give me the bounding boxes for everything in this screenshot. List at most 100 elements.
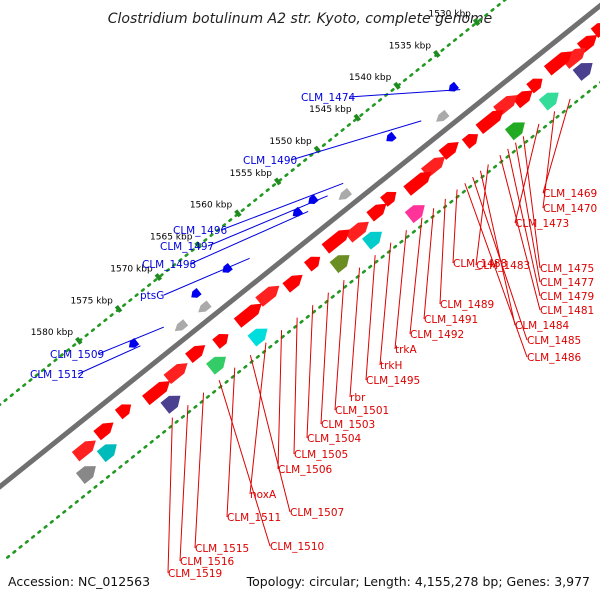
gene-block bbox=[538, 92, 559, 111]
gene-label-reverse[interactable]: CLM_1504 bbox=[307, 433, 362, 445]
gene-arrow bbox=[403, 171, 432, 196]
reverse-label-leader bbox=[409, 217, 423, 335]
gene-label-reverse[interactable]: CLM_1477 bbox=[540, 277, 594, 289]
gene-label-forward[interactable]: ptsG bbox=[140, 290, 164, 302]
gene-label-reverse[interactable]: CLM_1503 bbox=[321, 419, 375, 431]
gene-label-reverse[interactable]: CLM_1479 bbox=[540, 291, 594, 303]
tick-mark bbox=[154, 273, 163, 282]
tick-label: 1560 kbp bbox=[190, 201, 233, 211]
gene-label-reverse[interactable]: CLM_1488 bbox=[453, 258, 507, 270]
gene-label-forward[interactable]: CLM_1497 bbox=[160, 241, 214, 253]
gene-label-reverse[interactable]: CLM_1510 bbox=[270, 541, 324, 553]
gene-label-reverse[interactable]: CLM_1486 bbox=[527, 352, 582, 364]
reverse-label-leader bbox=[452, 189, 458, 264]
gene-label-reverse[interactable]: trkA bbox=[395, 344, 418, 356]
gene-label-reverse[interactable]: CLM_1481 bbox=[540, 305, 594, 317]
gene-label-forward[interactable]: CLM_1474 bbox=[301, 92, 356, 104]
reverse-label-leader bbox=[365, 255, 376, 381]
reverse-label-leader bbox=[439, 198, 446, 305]
gray-gene bbox=[174, 319, 189, 332]
reverse-label-leader bbox=[542, 98, 571, 194]
gene-label-reverse[interactable]: noxA bbox=[250, 489, 277, 501]
gene-label-reverse[interactable]: CLM_1475 bbox=[540, 263, 594, 275]
gene-label-reverse[interactable]: CLM_1519 bbox=[168, 568, 222, 580]
gene-label-reverse[interactable]: CLM_1511 bbox=[227, 512, 281, 524]
gene-arrow bbox=[561, 47, 586, 69]
gene-label-reverse[interactable]: CLM_1470 bbox=[543, 203, 597, 215]
gene-block bbox=[504, 122, 525, 141]
reverse-label-leader bbox=[293, 317, 298, 455]
gene-arrow bbox=[475, 109, 504, 135]
gene-arrow bbox=[438, 142, 459, 160]
gene-arrow bbox=[303, 256, 321, 272]
gray-gene bbox=[338, 188, 353, 200]
gene-arrow bbox=[233, 303, 262, 328]
gene-label-reverse[interactable]: CLM_1505 bbox=[294, 449, 348, 461]
gene-arrow bbox=[185, 345, 206, 363]
gene-label-reverse[interactable]: CLM_1501 bbox=[335, 405, 389, 417]
gene-label-forward[interactable]: CLM_1512 bbox=[30, 369, 84, 381]
gray-gene bbox=[436, 109, 450, 122]
gene-label-reverse[interactable]: CLM_1491 bbox=[424, 314, 478, 326]
reverse-label-leader bbox=[194, 392, 205, 549]
feature-track bbox=[71, 23, 600, 485]
forward-label-leader bbox=[348, 89, 461, 98]
gene-label-reverse[interactable]: CLM_1473 bbox=[515, 218, 569, 230]
gene-label-reverse[interactable]: CLM_1489 bbox=[440, 299, 494, 311]
reverse-label-leader bbox=[306, 305, 314, 439]
reverse-label-leader bbox=[249, 342, 267, 495]
gene-label-reverse[interactable]: rbr bbox=[350, 392, 366, 404]
gene-label-forward[interactable]: CLM_1509 bbox=[50, 349, 104, 361]
tick-label: 1535 kbp bbox=[389, 41, 432, 51]
gene-label-reverse[interactable]: CLM_1515 bbox=[195, 543, 249, 555]
gene-arrow bbox=[380, 191, 397, 207]
gene-arrow bbox=[163, 363, 188, 385]
gene-block bbox=[160, 395, 181, 414]
reverse-label-leader bbox=[514, 123, 540, 224]
genome-summary-text: Topology: circular; Length: 4,155,278 bp… bbox=[246, 574, 590, 589]
reverse-label-leader bbox=[475, 164, 489, 266]
reverse-label-leader bbox=[522, 136, 541, 269]
gene-label-reverse[interactable]: CLM_1469 bbox=[543, 188, 597, 200]
gene-label-reverse[interactable]: CLM_1485 bbox=[527, 335, 581, 347]
gene-block bbox=[75, 466, 96, 485]
reverse-label-leader bbox=[226, 367, 236, 518]
gene-label-reverse[interactable]: CLM_1516 bbox=[180, 556, 235, 568]
reverse-label-leader bbox=[507, 148, 541, 297]
gene-label-forward[interactable]: CLM_1498 bbox=[142, 259, 196, 271]
forward-gene-arrow bbox=[308, 194, 319, 204]
reverse-label-leader bbox=[167, 417, 173, 574]
gene-arrow bbox=[71, 440, 96, 462]
tick-mark bbox=[353, 113, 361, 122]
gene-label-reverse[interactable]: CLM_1495 bbox=[366, 375, 420, 387]
reverse-label-leader bbox=[499, 154, 541, 311]
gene-arrow bbox=[114, 404, 132, 420]
reverse-label-leader bbox=[218, 379, 271, 547]
gene-label-reverse[interactable]: CLM_1506 bbox=[278, 464, 333, 476]
gene-arrow bbox=[366, 203, 387, 222]
tick-mark bbox=[273, 177, 282, 186]
gene-arrow bbox=[255, 285, 280, 307]
gene-label-reverse[interactable]: trkH bbox=[380, 360, 402, 372]
gene-label-reverse[interactable]: CLM_1492 bbox=[410, 329, 464, 341]
genome-backbone bbox=[0, 2, 600, 490]
gene-label-reverse[interactable]: CLM_1484 bbox=[515, 320, 570, 332]
gene-arrow bbox=[321, 229, 350, 254]
tick-mark bbox=[472, 18, 481, 27]
forward-label-leader bbox=[163, 257, 250, 296]
reverse-label-leader bbox=[464, 183, 528, 358]
gene-block bbox=[404, 205, 425, 224]
gene-arrow bbox=[142, 381, 170, 406]
gene-block bbox=[247, 328, 268, 347]
tick-label: 1565 kbp bbox=[150, 233, 193, 243]
reverse-label-leader bbox=[349, 267, 361, 398]
gray-gene bbox=[198, 300, 212, 313]
gene-label-forward[interactable]: CLM_1496 bbox=[173, 225, 228, 237]
tick-label: 1545 kbp bbox=[309, 105, 352, 115]
reverse-label-leader bbox=[479, 170, 516, 326]
gene-label-forward[interactable]: CLM_1490 bbox=[243, 155, 297, 167]
gene-label-reverse[interactable]: CLM_1483 bbox=[476, 260, 530, 272]
gene-label-reverse[interactable]: CLM_1507 bbox=[290, 507, 344, 519]
gene-arrow bbox=[212, 334, 229, 349]
